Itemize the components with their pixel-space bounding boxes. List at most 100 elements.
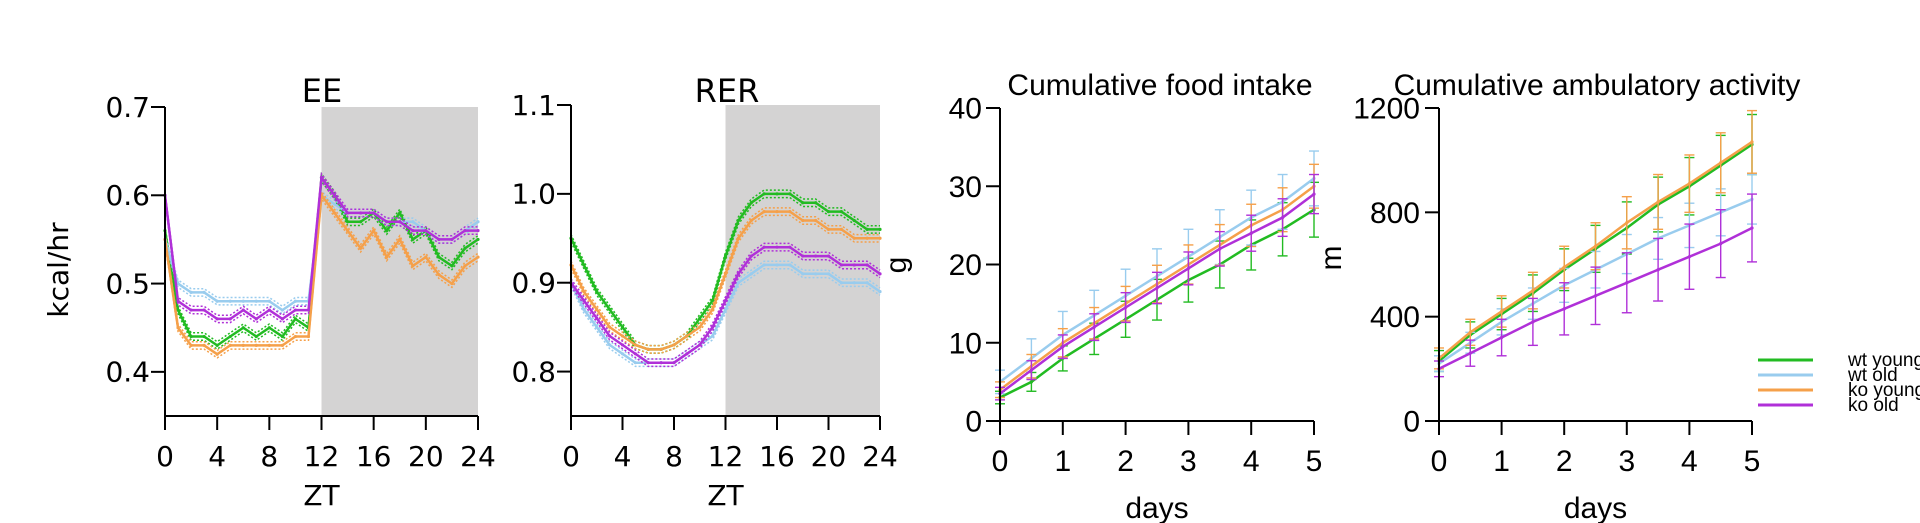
data-point xyxy=(359,220,363,224)
chart-title: Cumulative food intake xyxy=(1007,69,1312,102)
data-point xyxy=(775,210,779,214)
data-point xyxy=(1562,265,1566,269)
y-tick-label: 1.0 xyxy=(511,178,556,211)
sem-band-line xyxy=(570,196,880,354)
y-tick-label: 0.5 xyxy=(105,267,150,300)
data-point xyxy=(698,343,702,347)
series-ko-young xyxy=(163,189,480,359)
data-point xyxy=(437,237,441,242)
x-tick-label: 0 xyxy=(1431,445,1448,478)
data-point xyxy=(1061,345,1065,349)
chart-panel-4: 0 400 800 1200 0 1 2 3 4 5 Cumulative ambulatory a… xyxy=(1315,69,1800,523)
data-point xyxy=(852,263,856,267)
y-axis-label: m xyxy=(1315,246,1348,271)
data-point xyxy=(450,264,454,268)
data-point xyxy=(672,343,676,347)
y-tick-label: 400 xyxy=(1370,301,1420,334)
y-axis-label: kcal/hr xyxy=(42,222,75,318)
data-point xyxy=(582,307,586,311)
data-point xyxy=(437,255,441,259)
data-point xyxy=(852,281,856,285)
data-point xyxy=(359,211,363,215)
data-point xyxy=(228,299,232,303)
data-point xyxy=(1218,247,1222,251)
data-point xyxy=(814,272,818,276)
data-point xyxy=(437,273,441,277)
data-point xyxy=(1468,330,1472,334)
data-point xyxy=(762,192,766,196)
data-point xyxy=(711,307,715,311)
y-tick-label: 0.9 xyxy=(511,267,556,300)
data-point xyxy=(1312,192,1316,196)
data-point xyxy=(582,263,586,267)
data-point xyxy=(1593,294,1598,298)
series-wt-young xyxy=(569,189,882,354)
sem-band-line xyxy=(164,171,478,317)
data-point xyxy=(345,229,350,233)
data-point xyxy=(736,281,740,285)
data-point xyxy=(189,334,193,339)
data-point xyxy=(749,201,753,205)
y-tick-label: 0 xyxy=(965,406,982,439)
legend-label: wt young xyxy=(1847,350,1920,371)
x-axis-label: days xyxy=(1125,492,1188,523)
chart-title: Cumulative ambulatory activity xyxy=(1394,69,1801,102)
data-point xyxy=(254,317,258,321)
data-point xyxy=(775,192,779,196)
series-ko-old xyxy=(1434,193,1757,378)
x-tick-label: 5 xyxy=(1744,445,1761,478)
data-point xyxy=(865,236,869,240)
data-point xyxy=(241,308,245,312)
sem-band-line xyxy=(164,189,479,352)
data-point xyxy=(372,229,376,233)
data-point xyxy=(814,254,818,258)
data-point xyxy=(332,193,337,197)
data-point xyxy=(1155,286,1159,290)
data-point xyxy=(1562,307,1566,311)
data-point xyxy=(359,246,363,250)
data-point xyxy=(839,263,843,267)
data-point xyxy=(1531,320,1535,324)
chart-title: RER xyxy=(695,72,760,110)
series-ko-old xyxy=(569,242,882,368)
data-point xyxy=(1029,368,1033,372)
data-point xyxy=(215,343,219,347)
data-point xyxy=(202,290,206,294)
data-point xyxy=(633,343,637,347)
sem-band-line xyxy=(570,189,880,347)
data-point xyxy=(202,343,206,347)
data-point xyxy=(267,343,271,347)
data-point xyxy=(176,299,180,303)
data-point xyxy=(633,352,637,356)
data-point xyxy=(476,237,480,242)
data-point xyxy=(826,210,831,214)
data-point xyxy=(826,254,831,258)
data-point xyxy=(1468,351,1472,355)
x-tick-label: 12 xyxy=(304,440,340,473)
x-tick-label: 0 xyxy=(562,440,580,473)
sem-band-line xyxy=(570,267,881,368)
data-point xyxy=(1656,200,1660,204)
data-point xyxy=(332,202,337,206)
data-point xyxy=(801,218,805,223)
data-point xyxy=(801,254,805,258)
data-point xyxy=(280,343,284,347)
data-point xyxy=(215,352,219,356)
data-point xyxy=(293,299,298,303)
data-point xyxy=(476,255,480,259)
data-point xyxy=(267,308,271,312)
x-tick-label: 0 xyxy=(992,445,1009,478)
data-point xyxy=(723,254,728,258)
data-point xyxy=(398,237,402,242)
data-point xyxy=(241,299,245,303)
sem-band-line xyxy=(164,196,479,359)
x-tick-label: 4 xyxy=(1243,445,1260,478)
data-point xyxy=(762,210,766,214)
data-point xyxy=(267,326,271,330)
data-point xyxy=(839,227,843,231)
x-axis-label: ZT xyxy=(303,479,340,512)
data-point xyxy=(228,343,232,347)
data-point xyxy=(608,334,612,338)
data-point xyxy=(345,211,350,215)
